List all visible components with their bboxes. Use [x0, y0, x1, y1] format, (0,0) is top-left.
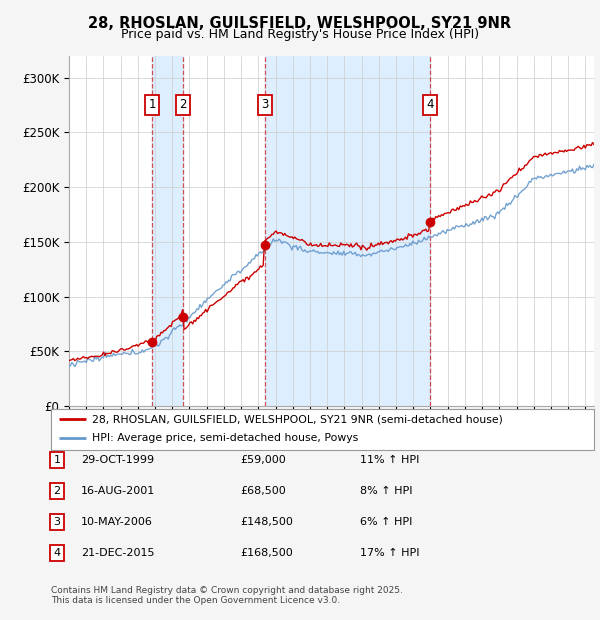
Bar [152, 56, 183, 406]
Text: 2: 2 [179, 99, 187, 112]
Text: 8% ↑ HPI: 8% ↑ HPI [360, 486, 413, 496]
Text: Price paid vs. HM Land Registry's House Price Index (HPI): Price paid vs. HM Land Registry's House … [121, 28, 479, 41]
Text: 6% ↑ HPI: 6% ↑ HPI [360, 517, 412, 527]
Text: 2: 2 [53, 486, 61, 496]
Text: 4: 4 [426, 99, 434, 112]
Bar [265, 56, 430, 406]
Text: HPI: Average price, semi-detached house, Powys: HPI: Average price, semi-detached house,… [92, 433, 358, 443]
Text: 3: 3 [261, 99, 268, 112]
Text: 17% ↑ HPI: 17% ↑ HPI [360, 548, 419, 558]
Text: 29-OCT-1999: 29-OCT-1999 [81, 455, 154, 465]
Text: £168,500: £168,500 [240, 548, 293, 558]
Text: Contains HM Land Registry data © Crown copyright and database right 2025.
This d: Contains HM Land Registry data © Crown c… [51, 586, 403, 605]
Text: 11% ↑ HPI: 11% ↑ HPI [360, 455, 419, 465]
Text: 16-AUG-2001: 16-AUG-2001 [81, 486, 155, 496]
Text: 4: 4 [53, 548, 61, 558]
Text: £68,500: £68,500 [240, 486, 286, 496]
Text: 28, RHOSLAN, GUILSFIELD, WELSHPOOL, SY21 9NR (semi-detached house): 28, RHOSLAN, GUILSFIELD, WELSHPOOL, SY21… [92, 414, 503, 424]
Text: 21-DEC-2015: 21-DEC-2015 [81, 548, 155, 558]
Text: 3: 3 [53, 517, 61, 527]
Text: £148,500: £148,500 [240, 517, 293, 527]
Text: £59,000: £59,000 [240, 455, 286, 465]
Text: 1: 1 [53, 455, 61, 465]
Text: 28, RHOSLAN, GUILSFIELD, WELSHPOOL, SY21 9NR: 28, RHOSLAN, GUILSFIELD, WELSHPOOL, SY21… [88, 16, 512, 30]
Text: 1: 1 [148, 99, 156, 112]
Text: 10-MAY-2006: 10-MAY-2006 [81, 517, 153, 527]
